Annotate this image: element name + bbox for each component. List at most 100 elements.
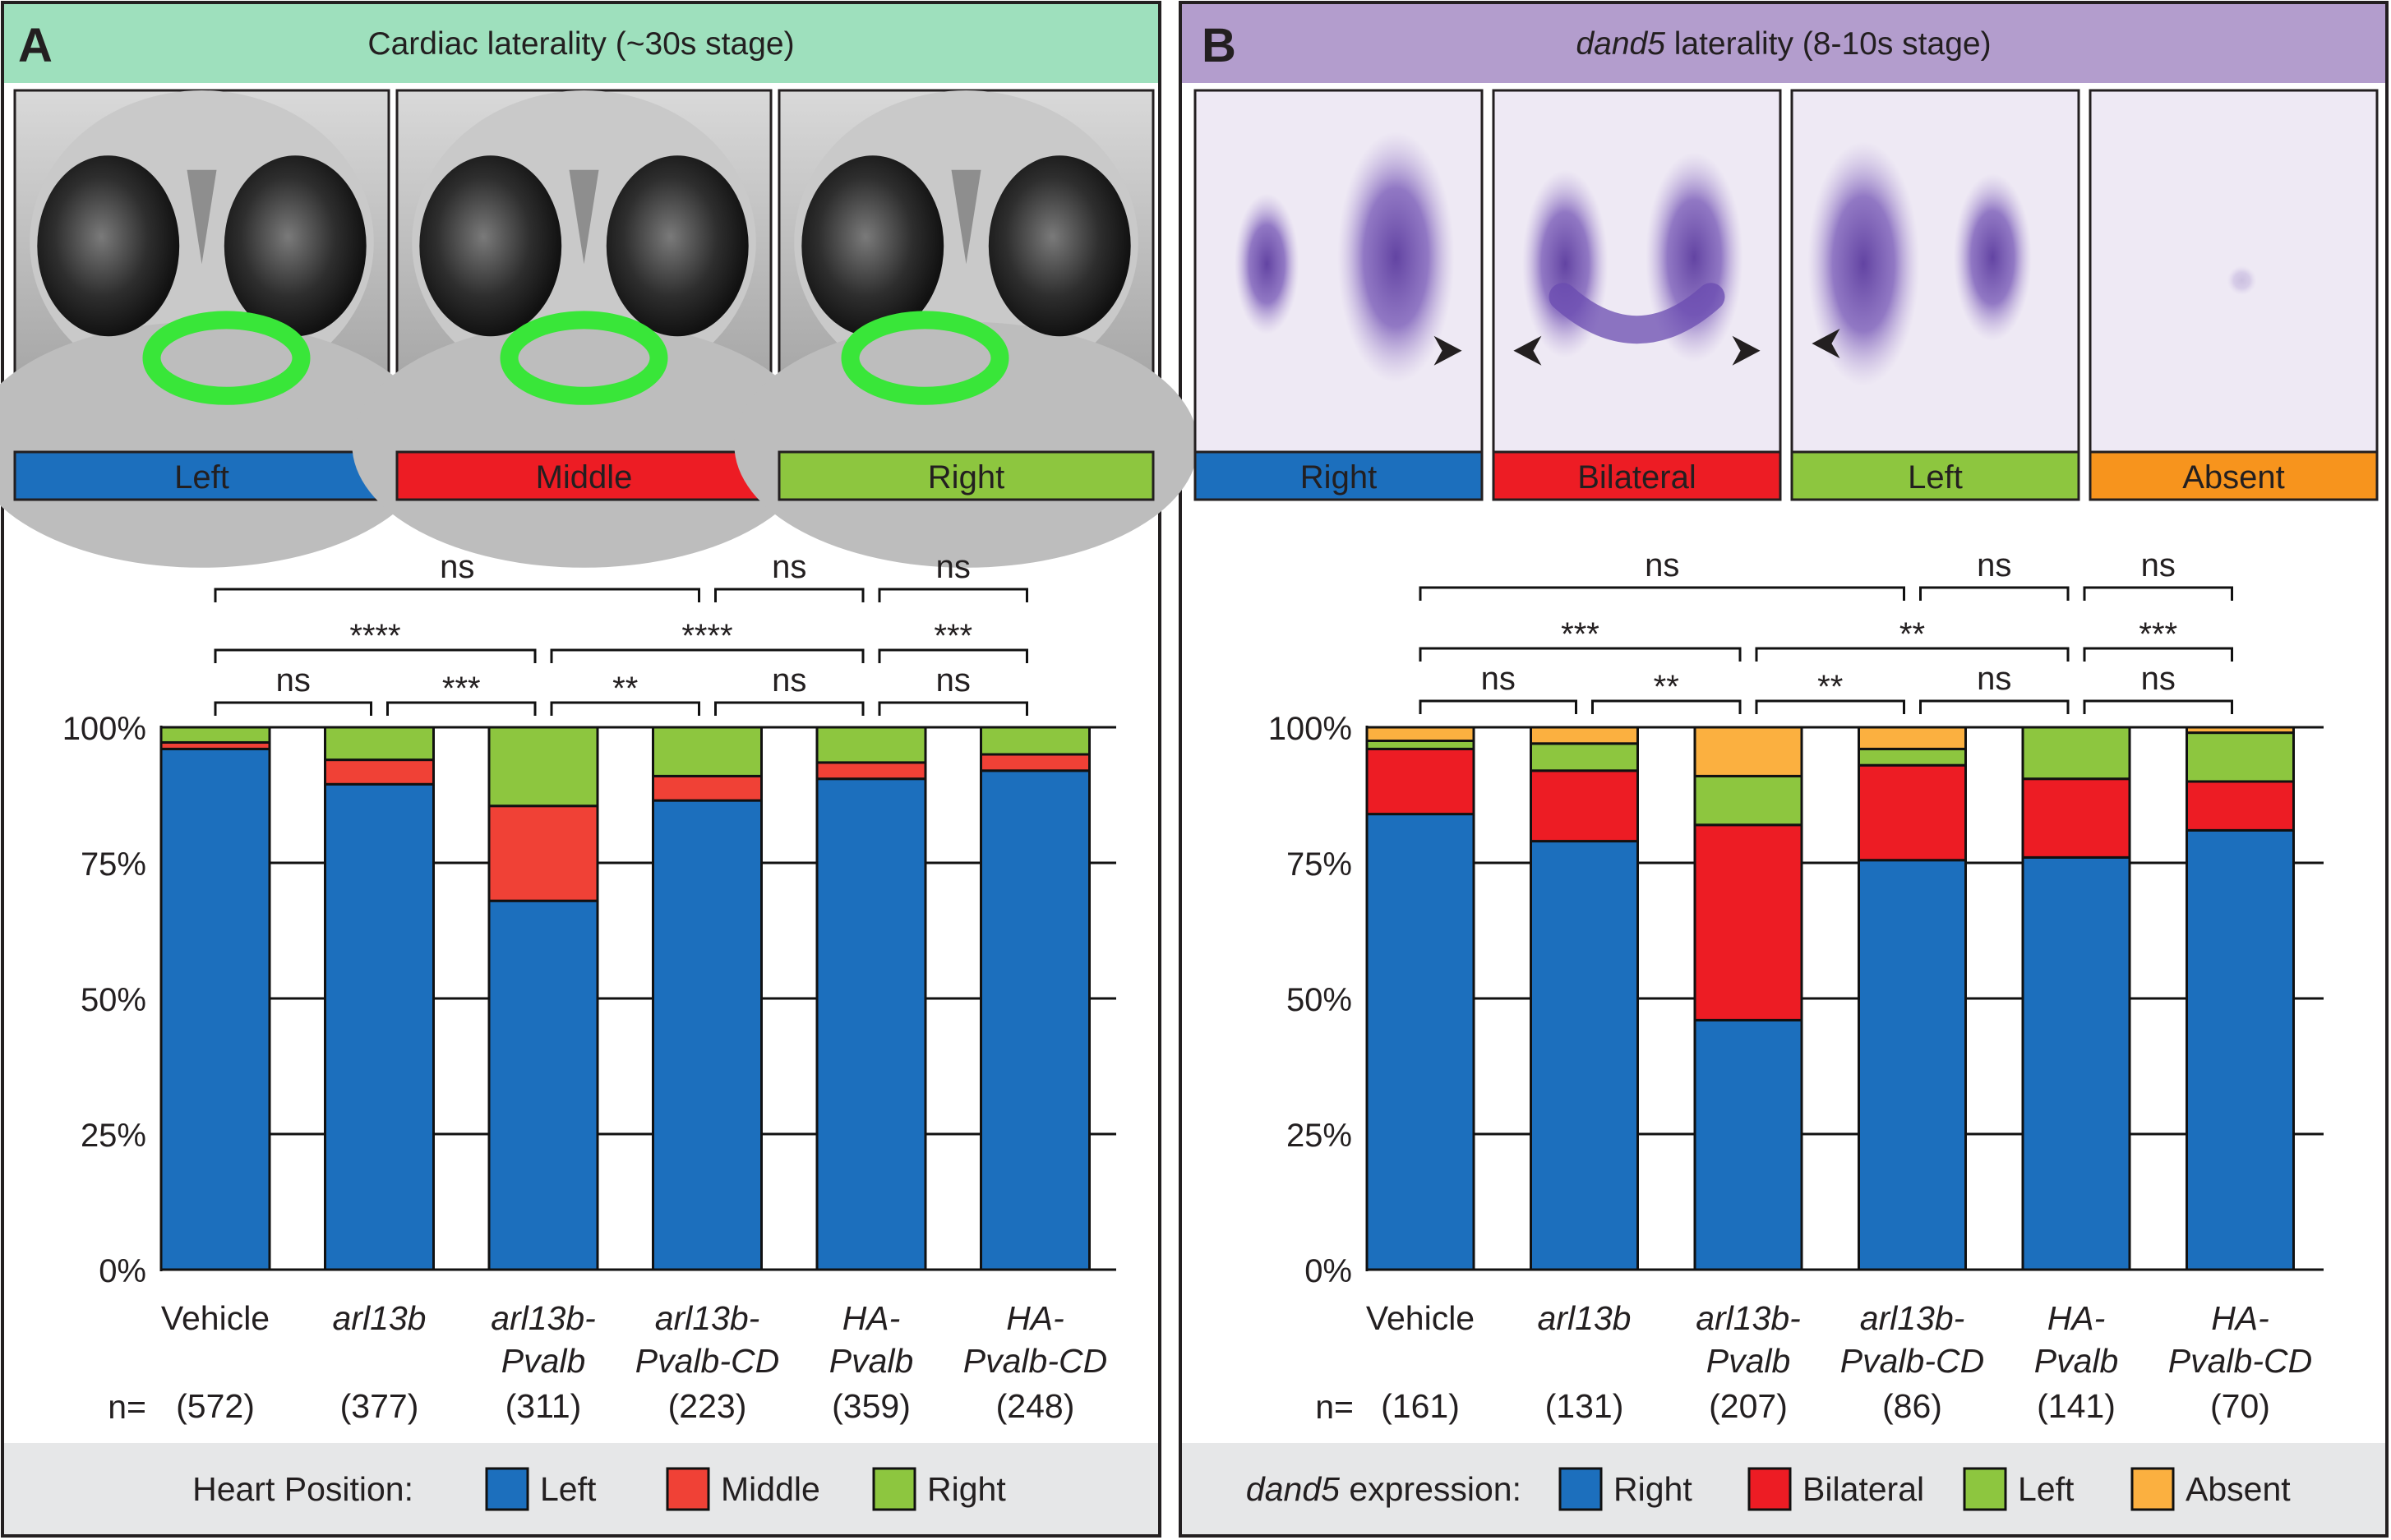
significance-bracket [1419, 647, 1742, 662]
panel-b-header [1182, 4, 2385, 83]
bar-segment-bilateral [1365, 747, 1475, 816]
significance-bracket [1419, 586, 1905, 601]
sample-size-label: (207) [1709, 1387, 1788, 1425]
brain-ventricle-shape [951, 169, 981, 265]
panel-b-legend: dand5 expression: Right Bilateral Left Absen… [1246, 1467, 2291, 1511]
bar-segment-right [324, 726, 435, 762]
panel-b-letter: B [1202, 19, 1236, 72]
significance-bracket [2083, 586, 2233, 601]
image-label: Left [1908, 459, 1963, 496]
image-label-band [1790, 450, 2080, 501]
n-prefix-label: n= [1315, 1388, 1354, 1426]
dand5-left-blob [1234, 193, 1299, 334]
significance-bracket [214, 701, 372, 716]
sample-size-label: (223) [668, 1387, 747, 1425]
heart-gfp-shape [142, 311, 311, 405]
bar-segment-right [815, 726, 927, 764]
significance-label: **** [349, 618, 400, 654]
y-tick-label: 0% [99, 1253, 146, 1289]
y-tick-label: 75% [81, 846, 146, 883]
significance-label: ns [276, 662, 311, 699]
legend-swatch-bilateral [1747, 1467, 1792, 1511]
bar-segment-bilateral [2186, 780, 2295, 832]
significance-label: ns [936, 549, 971, 585]
significance-bracket [1919, 586, 2070, 601]
significance-label: ns [936, 662, 971, 699]
legend-swatch-left [485, 1467, 529, 1511]
significance-label: ns [1977, 547, 2011, 583]
x-category-label: arl13b [1538, 1299, 1632, 1337]
dand5-faint-spot [2227, 265, 2257, 296]
y-tick-label: 75% [1286, 846, 1352, 883]
image-absent: Absent [2089, 89, 2379, 501]
y-tick-label: 50% [1286, 982, 1352, 1018]
yolk-shape [0, 321, 434, 568]
panel-a-chart: 0% 25% 50% 75% 100% Vehicle (572) arl13b (377) ar… [62, 549, 1116, 1426]
image-label-band [395, 450, 773, 501]
significance-bracket [1419, 699, 1577, 714]
significance-bracket [550, 648, 865, 663]
y-tick-label: 50% [81, 982, 146, 1018]
bar-segment-left [2021, 726, 2131, 781]
bar-segment-left [159, 747, 271, 1271]
significance-label: ** [1654, 669, 1679, 705]
y-tick-label: 25% [1286, 1118, 1352, 1154]
legend-label: Right [927, 1470, 1006, 1508]
significance-label: ** [612, 671, 638, 707]
bar-segment-absent [1530, 726, 1639, 745]
bar-segment-right [2186, 828, 2295, 1271]
y-tick-label: 100% [62, 711, 146, 747]
bar-segment-middle [487, 805, 599, 902]
left-eye-shape [419, 155, 562, 337]
panel-a-images: Left Middle Right [0, 89, 1198, 568]
image-label: Bilateral [1577, 459, 1696, 496]
significance-bracket [878, 648, 1028, 663]
x-category-label: HA- [842, 1299, 901, 1337]
significance-label: *** [2139, 616, 2177, 652]
bar-segment-right [980, 726, 1091, 756]
dand5-arc-shape [1549, 283, 1725, 344]
x-category-label: arl13b- [491, 1299, 596, 1337]
x-category-label: arl13b- [655, 1299, 760, 1337]
bar-segment-right [1693, 1018, 1803, 1271]
panel-b-images: Right Bilateral Left Absent [1193, 89, 2379, 501]
right-eye-shape [988, 155, 1131, 337]
significance-label: **** [681, 618, 732, 654]
bar-segment-bilateral [2021, 777, 2131, 859]
panel-a-letter: A [18, 19, 53, 72]
significance-bracket [2083, 647, 2233, 662]
bar-segment-middle [652, 774, 763, 802]
legend-swatch-left [1963, 1467, 2007, 1511]
y-tick-label: 100% [1268, 711, 1352, 747]
significance-bracket [550, 701, 700, 716]
sample-size-label: (359) [832, 1387, 911, 1425]
x-category-label: Pvalb-CD [1840, 1342, 1984, 1380]
significance-label: ns [772, 662, 806, 699]
significance-bracket [386, 701, 537, 716]
x-category-label: Vehicle [161, 1299, 270, 1337]
legend-swatch-right [1558, 1467, 1603, 1511]
bar-segment-middle [324, 758, 435, 786]
sample-size-label: (70) [2210, 1387, 2270, 1425]
legend-label: Absent [2186, 1470, 2291, 1508]
bar-segment-middle [815, 761, 927, 781]
image-label: Middle [536, 459, 633, 496]
x-category-label: arl13b [333, 1299, 427, 1337]
significance-label: *** [1561, 616, 1599, 652]
significance-bracket [214, 648, 537, 663]
left-eye-shape [801, 155, 944, 337]
legend-swatch-middle [666, 1467, 710, 1511]
sample-size-label: (141) [2037, 1387, 2116, 1425]
brain-ventricle-shape [569, 169, 599, 265]
significance-bracket [2083, 699, 2233, 714]
image-label-band [1193, 450, 1484, 501]
significance-label: ns [2141, 547, 2176, 583]
sample-size-label: (572) [176, 1387, 255, 1425]
arrowhead-icon [1513, 335, 1542, 366]
arrowhead-icon [1812, 329, 1840, 358]
image-left: Left [1790, 89, 2080, 501]
significance-label: ns [440, 549, 474, 585]
right-eye-shape [606, 155, 749, 337]
image-right: Right [1193, 89, 1484, 501]
image-label: Right [928, 459, 1004, 496]
